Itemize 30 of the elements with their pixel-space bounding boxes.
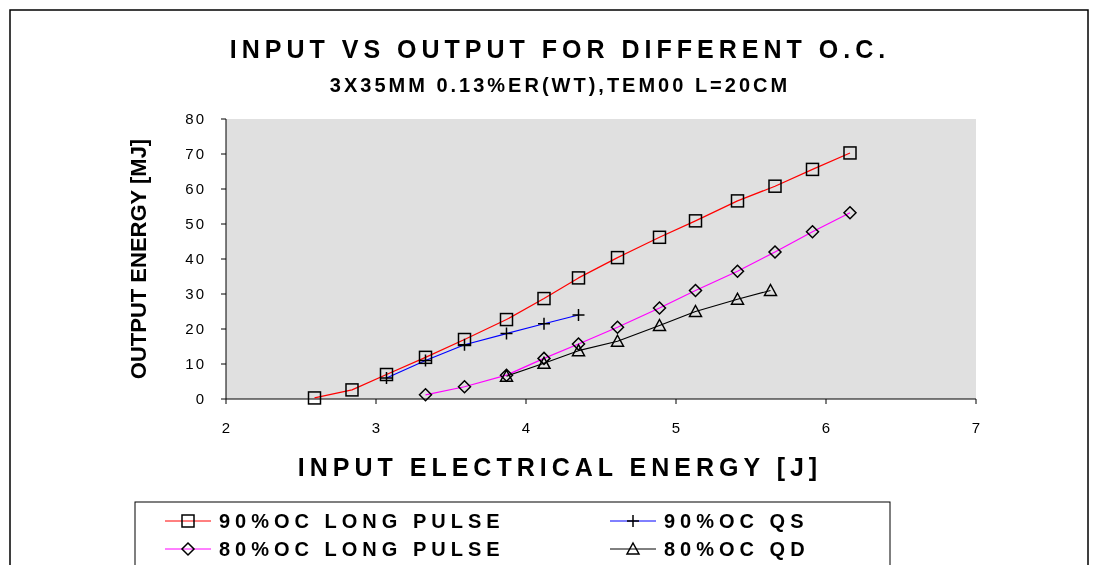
y-tick-label: 60 — [185, 180, 206, 197]
x-tick-label: 6 — [821, 419, 831, 436]
y-tick-label: 0 — [195, 390, 206, 407]
point — [537, 356, 551, 370]
point — [730, 292, 745, 305]
point — [652, 318, 667, 332]
legend-label: 90%OC LONG PULSE — [219, 510, 505, 532]
x-tick-label: 3 — [371, 419, 381, 436]
point — [763, 283, 778, 297]
x-axis-title: INPUT ELECTRICAL ENERGY [J] — [297, 453, 823, 481]
chart-subtitle: 3X35MM 0.13%ER(WT),TEM00 L=20CM — [329, 74, 791, 96]
y-tick-label: 70 — [185, 145, 206, 162]
y-tick-label: 40 — [185, 250, 206, 267]
point — [571, 343, 586, 357]
y-tick-label: 50 — [185, 215, 206, 232]
legend-label: 80%OC LONG PULSE — [219, 538, 505, 560]
y-tick-label: 10 — [185, 355, 206, 372]
x-tick-label: 4 — [521, 419, 531, 436]
chart-title: INPUT VS OUTPUT FOR DIFFERENT O.C. — [229, 35, 891, 63]
x-tick-label: 7 — [971, 419, 981, 436]
y-axis-title: OUTPUT ENERGY [MJ] — [126, 138, 151, 380]
legend-label: 90%OC QS — [664, 510, 809, 532]
point — [610, 334, 625, 347]
point — [688, 304, 703, 318]
x-tick-label: 5 — [671, 419, 681, 436]
x-tick-label: 2 — [221, 419, 231, 436]
y-tick-label: 30 — [185, 285, 206, 302]
y-tick-label: 20 — [185, 320, 206, 337]
y-tick-label: 80 — [185, 110, 206, 127]
legend-label: 80%OC QD — [664, 538, 810, 560]
